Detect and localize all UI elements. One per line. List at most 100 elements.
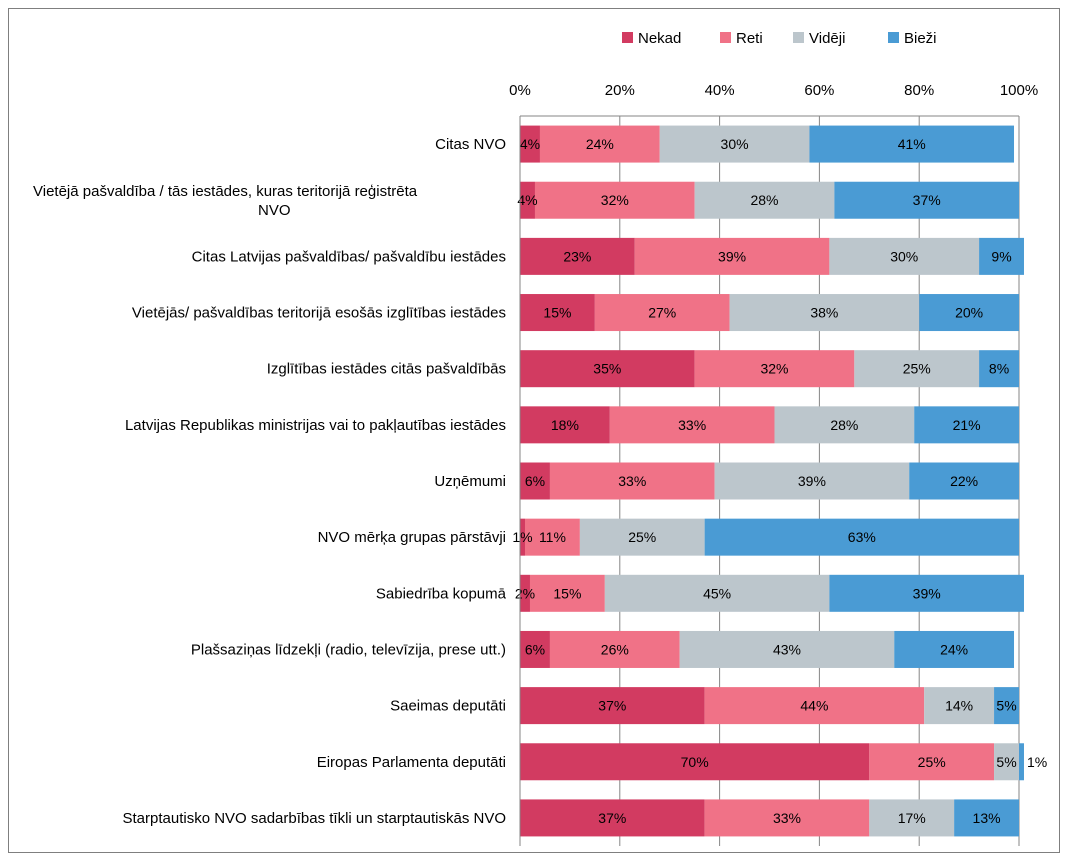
data-label: 39% <box>718 248 746 264</box>
bar-segment-nekad <box>520 743 870 781</box>
data-label: 1% <box>1027 754 1047 770</box>
data-label: 25% <box>918 754 946 770</box>
data-label: 24% <box>586 136 614 152</box>
bar-segment-vidēji <box>714 462 910 500</box>
data-label: 11% <box>539 529 566 545</box>
x-tick-label: 80% <box>904 82 934 99</box>
bar-segment-nekad <box>520 574 530 612</box>
data-label: 15% <box>543 305 571 321</box>
bar-segment-bieži <box>979 237 1024 275</box>
category-label: Citas Latvijas pašvaldības/ pašvaldību i… <box>192 248 506 265</box>
category-label: Sabiedrība kopumā <box>376 585 507 602</box>
bar-segment-bieži <box>809 125 1015 163</box>
bar-segment-reti <box>694 350 855 388</box>
data-label: 30% <box>890 248 918 264</box>
bar-segment-nekad <box>520 630 550 668</box>
bar-segment-bieži <box>704 518 1019 556</box>
legend: Nekad Reti Vidēji Bieži <box>622 30 937 47</box>
category-label: Citas NVO <box>435 136 506 153</box>
data-label: 14% <box>945 698 973 714</box>
category-label: Izglītības iestādes citās pašvaldībās <box>267 361 506 378</box>
data-label: 21% <box>953 417 981 433</box>
data-label: 37% <box>913 192 941 208</box>
category-label: Eiropas Parlamenta deputāti <box>317 754 506 771</box>
data-label: 15% <box>553 585 581 601</box>
x-tick-label: 20% <box>605 82 635 99</box>
category-label-line: Vietējā pašvaldība / tās iestādes, kuras… <box>33 183 418 200</box>
bar-segment-reti <box>524 518 580 556</box>
data-label: 35% <box>593 361 621 377</box>
category-label-line: NVO <box>258 202 291 219</box>
data-label: 41% <box>898 136 926 152</box>
legend-label: Bieži <box>904 30 937 47</box>
bar-segment-bieži <box>994 687 1019 725</box>
data-label: 37% <box>598 698 626 714</box>
data-label: 25% <box>628 529 656 545</box>
data-label: 25% <box>903 361 931 377</box>
data-label: 13% <box>973 810 1001 826</box>
legend-label: Reti <box>736 30 763 47</box>
category-label: Vietējā pašvaldība / tās iestādes, kuras… <box>33 183 418 219</box>
data-label: 45% <box>703 585 731 601</box>
bar-segment-vidēji <box>829 237 980 275</box>
bar-segment-bieži <box>979 350 1019 388</box>
data-label: 1% <box>512 529 532 545</box>
data-label: 6% <box>525 641 545 657</box>
data-label: 5% <box>996 698 1016 714</box>
bar-segment-nekad <box>520 294 595 332</box>
bar-segment-bieži <box>909 462 1019 500</box>
bar-segment-bieži <box>919 294 1019 332</box>
bar-segment-nekad <box>520 125 540 163</box>
bar-segment-bieži <box>914 406 1019 444</box>
legend-swatch <box>622 32 633 43</box>
bar-segment-vidēji <box>679 630 895 668</box>
category-label: Starptautisko NVO sadarbības tīkli un st… <box>122 810 506 827</box>
bar-segment-nekad <box>520 237 635 275</box>
bar-segment-bieži <box>894 630 1015 668</box>
data-label: 44% <box>800 698 828 714</box>
data-label: 6% <box>525 473 545 489</box>
bar-segment-nekad <box>520 181 535 219</box>
bar-segment-bieži <box>829 574 1024 612</box>
legend-swatch <box>793 32 804 43</box>
category-label: Uzņēmumi <box>434 473 506 490</box>
x-tick-label: 0% <box>509 82 531 99</box>
data-labels: 4% 24% 30% 41% 4% 32% 28% 37% 23% 39% 30% 9% 15% 27% 3… <box>512 136 1047 826</box>
x-axis-ticks: 0% 20% 40% 60% 80% 100% <box>509 82 1038 99</box>
data-label: 33% <box>773 810 801 826</box>
bar-segment-nekad <box>520 350 695 388</box>
bar-segment-reti <box>704 687 925 725</box>
legend-label: Nekad <box>638 30 681 47</box>
data-label: 32% <box>601 192 629 208</box>
bar-segment-vidēji <box>694 181 835 219</box>
data-label: 33% <box>678 417 706 433</box>
data-label: 28% <box>830 417 858 433</box>
bar-segment-bieži <box>834 181 1019 219</box>
bar-segment-reti <box>609 406 775 444</box>
bar-segment-reti <box>704 799 870 837</box>
bar-segment-reti <box>529 574 605 612</box>
data-label: 27% <box>648 305 676 321</box>
data-label: 43% <box>773 641 801 657</box>
data-label: 63% <box>848 529 876 545</box>
category-label: NVO mērķa grupas pārstāvji <box>318 529 506 546</box>
category-label: Vietējās/ pašvaldības teritorijā esošās … <box>132 305 506 322</box>
data-label: 23% <box>563 248 591 264</box>
bar-segment-vidēji <box>659 125 810 163</box>
data-label: 8% <box>989 361 1009 377</box>
category-label: Saeimas deputāti <box>390 698 506 715</box>
data-label: 9% <box>991 248 1011 264</box>
bar-segment-nekad <box>520 406 610 444</box>
bar-segment-nekad <box>520 462 550 500</box>
data-label: 32% <box>760 361 788 377</box>
data-label: 39% <box>913 585 941 601</box>
data-label: 39% <box>798 473 826 489</box>
bar-segment-nekad <box>520 687 705 725</box>
x-tick-label: 60% <box>804 82 834 99</box>
data-label: 37% <box>598 810 626 826</box>
bar-segment-vidēji <box>729 294 920 332</box>
data-label: 18% <box>551 417 579 433</box>
data-label: 30% <box>721 136 749 152</box>
data-label: 26% <box>601 641 629 657</box>
